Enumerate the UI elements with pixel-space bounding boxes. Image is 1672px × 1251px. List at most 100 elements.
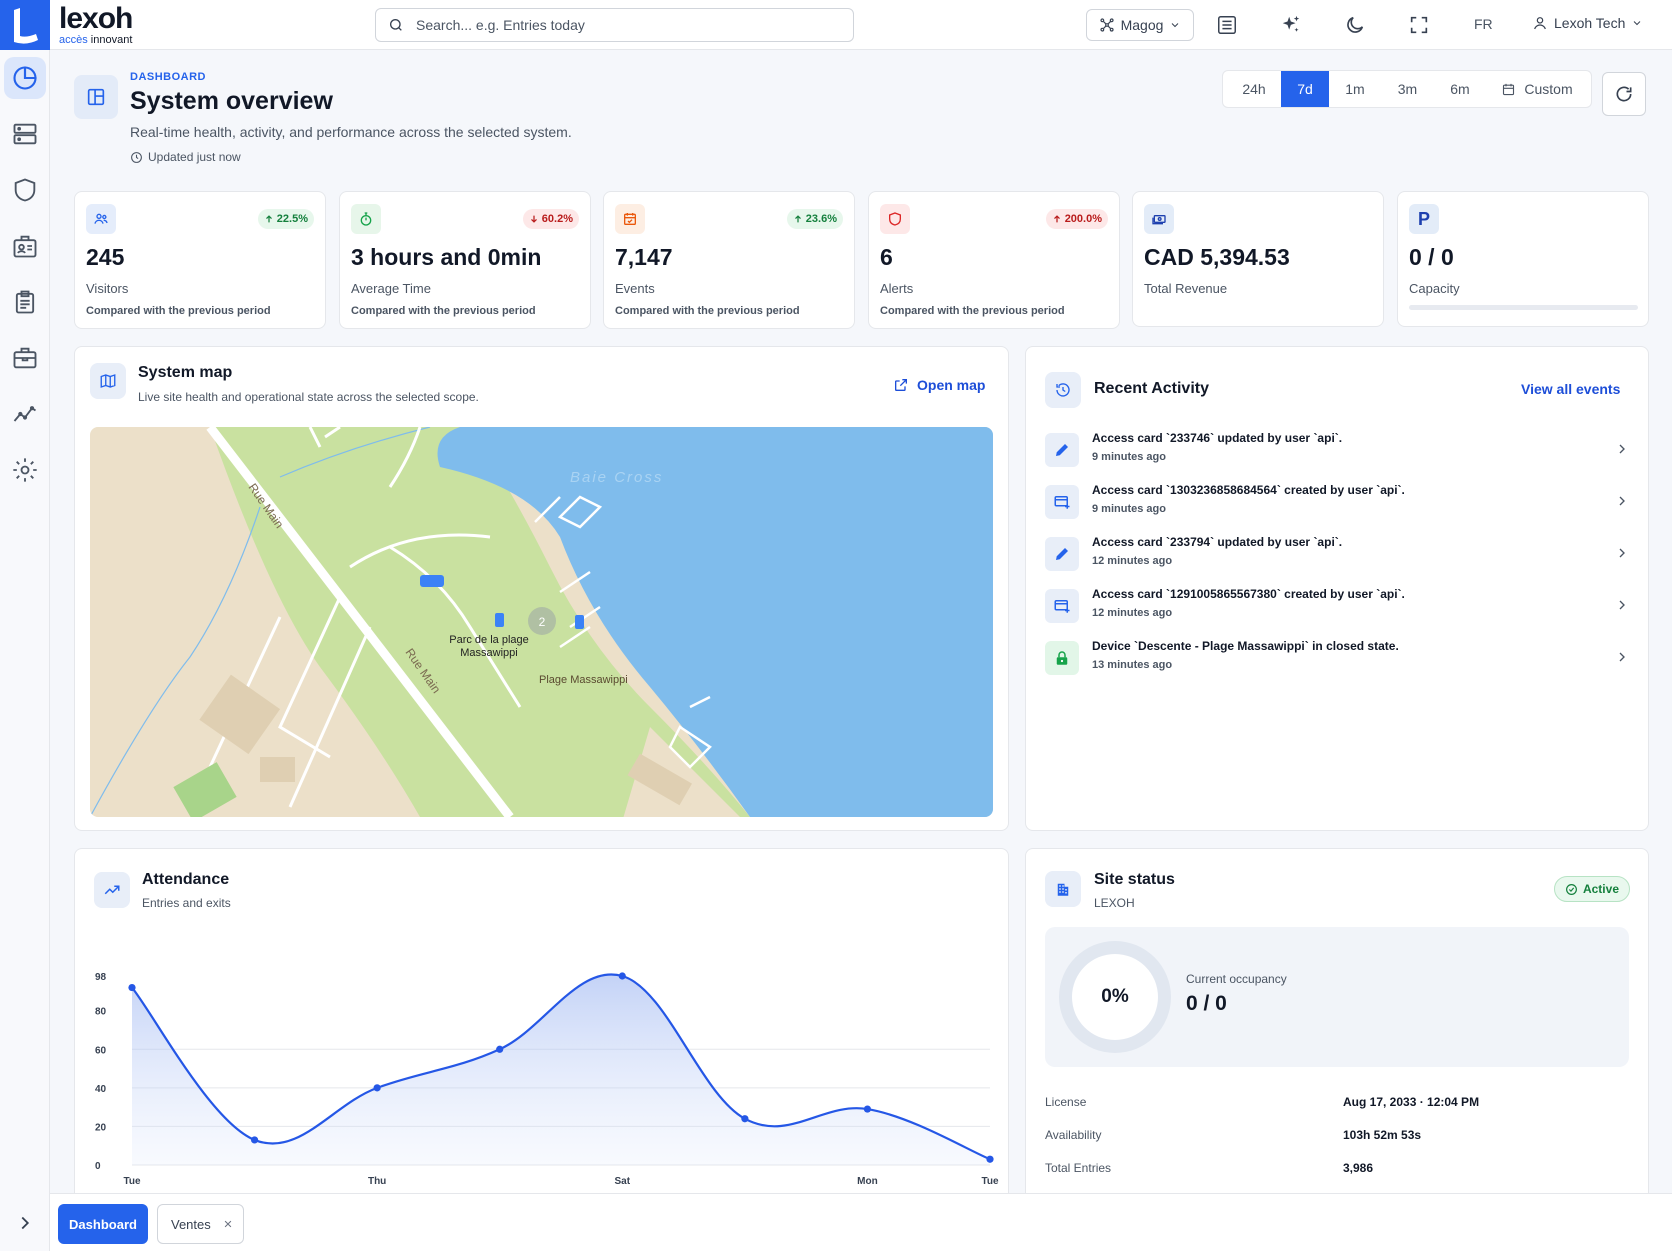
data-point [986, 1155, 994, 1163]
occupancy-ring: 0% [1059, 941, 1171, 1053]
info-key: Availability [1045, 1128, 1102, 1142]
updated-text: Updated just now [148, 150, 241, 164]
panel-subtitle: Entries and exits [142, 896, 231, 910]
trend-up-icon [104, 885, 120, 895]
capacity-progress-bar [1409, 305, 1638, 310]
nav-settings[interactable] [4, 449, 46, 491]
gear-icon [13, 458, 37, 482]
map-gate-marker[interactable] [420, 575, 444, 587]
info-value: Aug 17, 2033 · 12:04 PM [1343, 1095, 1480, 1109]
data-point [863, 1105, 872, 1113]
list-view-button[interactable] [1213, 11, 1241, 39]
page-title: System overview [130, 87, 333, 115]
kpi-label: Total Revenue [1144, 281, 1228, 296]
external-link-icon [895, 379, 907, 391]
logo-l-icon [14, 8, 38, 44]
chevron-right-icon[interactable] [14, 1212, 36, 1234]
updated-status: Updated just now [130, 150, 241, 164]
moon-icon [1347, 16, 1364, 33]
y-tick-label: 80 [95, 1007, 107, 1018]
map-label-park: Parc de la plage [449, 634, 529, 646]
range-custom[interactable]: Custom [1486, 71, 1588, 107]
attendance-chart: 98 80 60 40 20 0 Tue Thu Sat Mon Tue [95, 972, 999, 1187]
range-1m[interactable]: 1m [1345, 81, 1365, 97]
occupancy-label: Current occupancy [1186, 972, 1287, 986]
occupancy-percent: 0% [1072, 954, 1158, 1040]
activity-text: Access card `233746` updated by user `ap… [1092, 431, 1343, 445]
language-switch[interactable]: FR [1474, 16, 1493, 32]
search-input[interactable] [416, 17, 836, 33]
kpi-badge-text: 23.6% [805, 213, 837, 225]
page-subtitle: Real-time health, activity, and performa… [130, 124, 572, 140]
chevron-right-icon [1619, 444, 1625, 454]
activity-item[interactable]: Access card `233794` updated by user `ap… [1045, 533, 1630, 579]
shield-alert-icon [889, 212, 901, 226]
range-24h[interactable]: 24h [1242, 81, 1266, 97]
nav-reports[interactable] [4, 281, 46, 323]
map-path [308, 427, 422, 488]
check-circle-icon [1565, 883, 1577, 895]
map-dock [534, 495, 603, 529]
pie-chart-icon [13, 66, 37, 90]
view-all-events-link[interactable]: View all events [1521, 381, 1621, 397]
panel-icon-box [1045, 372, 1081, 408]
card-add-icon [1054, 496, 1070, 509]
tab-ventes[interactable]: Ventes [157, 1204, 244, 1244]
open-map-link[interactable]: Open map [893, 377, 985, 393]
activity-item[interactable]: Access card `233746` updated by user `ap… [1045, 429, 1630, 475]
x-tick-label: Thu [368, 1176, 386, 1187]
chevron-right-icon [1619, 600, 1625, 610]
map-device-marker[interactable] [575, 615, 584, 629]
nav-servers[interactable] [4, 113, 46, 155]
stopwatch-icon [360, 212, 372, 226]
nav-dashboard[interactable] [4, 57, 46, 99]
dark-mode-toggle[interactable] [1341, 11, 1369, 39]
fullscreen-icon [1410, 16, 1428, 34]
range-3m[interactable]: 3m [1397, 81, 1418, 97]
kpi-trend-badge: 23.6% [786, 209, 843, 229]
org-select[interactable]: Magog [1086, 9, 1194, 41]
brand-tag-accent: accès [59, 34, 88, 46]
refresh-button[interactable] [1602, 72, 1646, 116]
y-tick-label: 98 [95, 972, 107, 983]
range-7d[interactable]: 7d [1281, 71, 1329, 107]
map-cluster-marker[interactable] [528, 607, 556, 635]
activity-item[interactable]: Access card `1303236858684564` created b… [1045, 481, 1630, 527]
map-canvas[interactable]: 2 Rue Main Rue Main Baie Cross Parc de l… [90, 427, 993, 817]
nav-analytics[interactable] [4, 393, 46, 435]
arrow-up-icon [265, 215, 272, 223]
x-tick-label: Sat [615, 1176, 631, 1187]
map-device-marker[interactable] [495, 613, 504, 627]
activity-item[interactable]: Device `Descente - Plage Massawippi` in … [1045, 637, 1630, 683]
data-point [128, 983, 136, 992]
logo-mark[interactable] [0, 0, 50, 50]
fullscreen-button[interactable] [1405, 11, 1433, 39]
kpi-card-visitors: 22.5% 245 Visitors Compared with the pre… [74, 191, 326, 329]
kpi-label: Visitors [86, 281, 129, 296]
range-6m[interactable]: 6m [1450, 81, 1470, 97]
data-point [373, 1084, 381, 1092]
nav-business[interactable] [4, 337, 46, 379]
brand[interactable]: lexoh accès innovant [59, 3, 133, 46]
y-tick-label: 0 [95, 1161, 101, 1172]
nav-badges[interactable] [4, 225, 46, 267]
activity-item[interactable]: Access card `1291005865567380` created b… [1045, 585, 1630, 631]
kpi-compare: Compared with the previous period [880, 305, 1065, 317]
search-icon [390, 19, 402, 31]
close-icon[interactable] [223, 1219, 233, 1229]
kpi-badge-text: 22.5% [276, 213, 308, 225]
chevron-down-icon [1634, 21, 1641, 26]
brand-tag-rest: innovant [87, 34, 133, 46]
sidebar [0, 0, 50, 1251]
kpi-card-average-time: 60.2% 3 hours and 0min Average Time Comp… [339, 191, 591, 329]
kpi-card-events: 23.6% 7,147 Events Compared with the pre… [603, 191, 855, 329]
info-key: License [1045, 1095, 1087, 1109]
nav-security[interactable] [4, 169, 46, 211]
ai-assistant-button[interactable] [1277, 11, 1305, 39]
user-menu[interactable]: Lexoh Tech [1532, 15, 1643, 31]
panel-icon-box [90, 363, 126, 399]
page-eyebrow: DASHBOARD [130, 71, 206, 83]
calendar-check-icon [624, 213, 636, 225]
search-box[interactable] [375, 8, 854, 42]
tab-dashboard[interactable]: Dashboard [58, 1204, 148, 1244]
